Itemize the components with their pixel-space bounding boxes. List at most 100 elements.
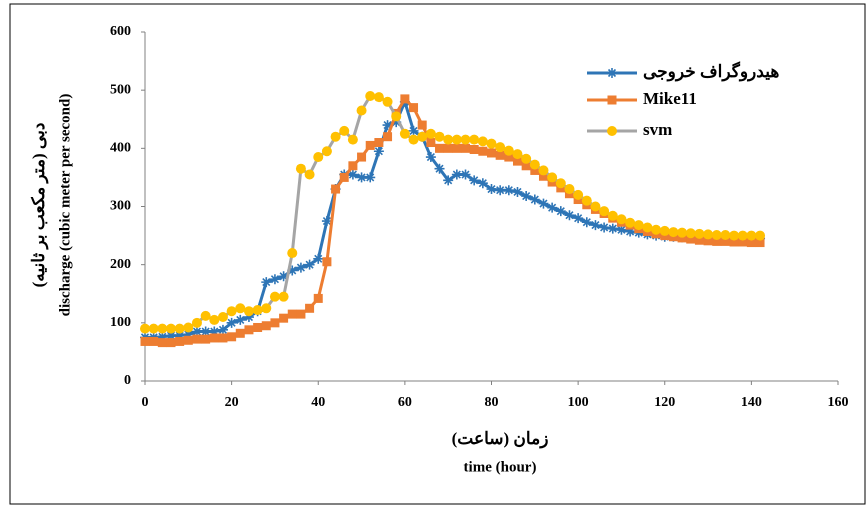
y-tick-label: 600 — [110, 24, 131, 39]
y-tick-label: 500 — [110, 82, 131, 97]
marker — [200, 326, 211, 337]
marker — [209, 326, 220, 337]
marker — [737, 230, 748, 241]
marker — [270, 318, 280, 328]
marker — [461, 143, 471, 153]
marker — [581, 195, 592, 206]
marker — [183, 335, 193, 345]
y-tick-label: 300 — [110, 199, 131, 214]
y-tick-label: 0 — [124, 373, 131, 388]
marker — [243, 306, 254, 317]
marker — [148, 323, 159, 334]
marker — [313, 253, 324, 264]
marker — [227, 332, 237, 342]
marker — [487, 148, 496, 158]
marker — [521, 191, 532, 202]
marker — [746, 238, 756, 248]
marker — [347, 169, 358, 180]
marker — [365, 90, 376, 101]
marker — [348, 161, 358, 171]
marker — [331, 184, 341, 194]
x-tick-label: 40 — [311, 395, 325, 410]
marker — [555, 178, 566, 189]
marker — [555, 206, 566, 217]
marker — [720, 230, 731, 241]
marker — [218, 333, 228, 343]
x-tick-label: 120 — [654, 395, 675, 410]
marker — [140, 323, 150, 334]
marker — [703, 236, 713, 246]
marker — [209, 333, 219, 343]
marker — [356, 105, 367, 116]
marker — [512, 156, 522, 166]
marker — [140, 336, 150, 346]
marker — [573, 189, 584, 200]
marker — [408, 134, 419, 145]
marker — [486, 184, 497, 195]
marker — [746, 230, 757, 241]
marker — [321, 216, 332, 227]
marker — [313, 293, 323, 303]
marker — [503, 145, 514, 156]
marker — [175, 336, 185, 346]
marker — [694, 228, 705, 239]
marker — [383, 132, 393, 142]
marker — [495, 150, 505, 160]
marker — [469, 134, 480, 145]
marker — [460, 169, 471, 180]
marker — [425, 152, 436, 163]
marker — [434, 131, 445, 142]
marker — [149, 336, 159, 346]
marker — [391, 117, 402, 128]
marker — [521, 153, 532, 164]
marker — [382, 120, 393, 131]
marker — [495, 185, 506, 196]
marker — [529, 159, 540, 170]
marker — [253, 322, 263, 332]
marker — [607, 210, 618, 221]
marker — [512, 186, 523, 197]
marker — [192, 334, 202, 344]
marker — [503, 185, 514, 196]
marker — [616, 224, 627, 235]
marker — [426, 138, 436, 148]
marker — [694, 235, 704, 245]
marker — [201, 334, 211, 344]
legend-marker — [607, 68, 617, 78]
marker — [755, 230, 766, 241]
marker — [391, 111, 402, 122]
marker — [452, 143, 462, 153]
marker — [399, 128, 410, 139]
marker — [347, 134, 358, 145]
marker — [703, 229, 714, 240]
x-tick-label: 0 — [142, 395, 149, 410]
marker — [504, 152, 514, 162]
marker — [738, 237, 748, 247]
marker — [295, 262, 306, 273]
marker — [590, 220, 601, 231]
marker — [235, 303, 246, 314]
marker — [547, 202, 558, 213]
marker — [668, 227, 679, 238]
marker — [460, 134, 471, 145]
marker — [599, 222, 610, 233]
marker — [711, 230, 722, 241]
marker — [304, 169, 315, 180]
marker — [477, 178, 488, 189]
x-axis-label: زمان (ساعت) — [452, 429, 549, 449]
marker — [712, 236, 722, 246]
marker — [339, 172, 349, 182]
marker — [217, 312, 228, 323]
marker — [495, 142, 506, 153]
legend-label: svm — [643, 120, 672, 139]
marker — [157, 331, 168, 342]
marker — [269, 274, 280, 285]
marker — [279, 313, 289, 323]
marker — [166, 338, 176, 348]
marker — [451, 169, 462, 180]
marker — [174, 323, 185, 334]
marker — [443, 175, 454, 186]
marker — [287, 265, 298, 276]
marker — [677, 233, 687, 243]
